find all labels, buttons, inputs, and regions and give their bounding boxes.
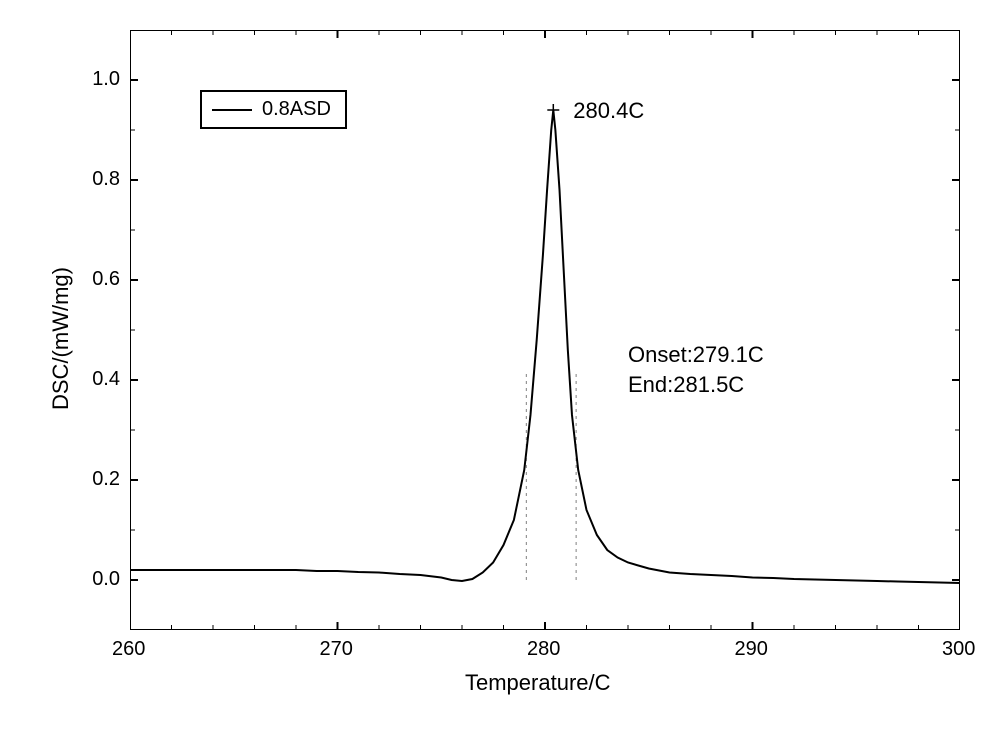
y-tick-label: 0.2 xyxy=(92,468,120,491)
y-tick-label: 0.6 xyxy=(92,268,120,291)
peak-label: 280.4C xyxy=(573,98,644,124)
x-tick-label: 260 xyxy=(112,638,145,661)
onset-end-text: Onset:279.1C End:281.5C xyxy=(628,340,764,399)
y-axis-label: DSC/(mW/mg) xyxy=(48,267,74,410)
legend: 0.8ASD xyxy=(200,90,347,129)
x-tick-label: 280 xyxy=(527,638,560,661)
x-tick-label: 300 xyxy=(942,638,975,661)
dsc-figure: DSC/(mW/mg) Temperature/C 280.4C Onset:2… xyxy=(0,0,1000,737)
legend-line-sample xyxy=(212,109,252,111)
y-tick-label: 0.0 xyxy=(92,568,120,591)
y-tick-label: 0.4 xyxy=(92,368,120,391)
legend-label: 0.8ASD xyxy=(262,98,331,121)
y-tick-label: 0.8 xyxy=(92,168,120,191)
x-tick-label: 270 xyxy=(320,638,353,661)
x-axis-label: Temperature/C xyxy=(465,670,611,696)
onset-label: Onset:279.1C xyxy=(628,340,764,370)
x-tick-label: 290 xyxy=(735,638,768,661)
y-tick-label: 1.0 xyxy=(92,68,120,91)
end-label: End:281.5C xyxy=(628,370,764,400)
